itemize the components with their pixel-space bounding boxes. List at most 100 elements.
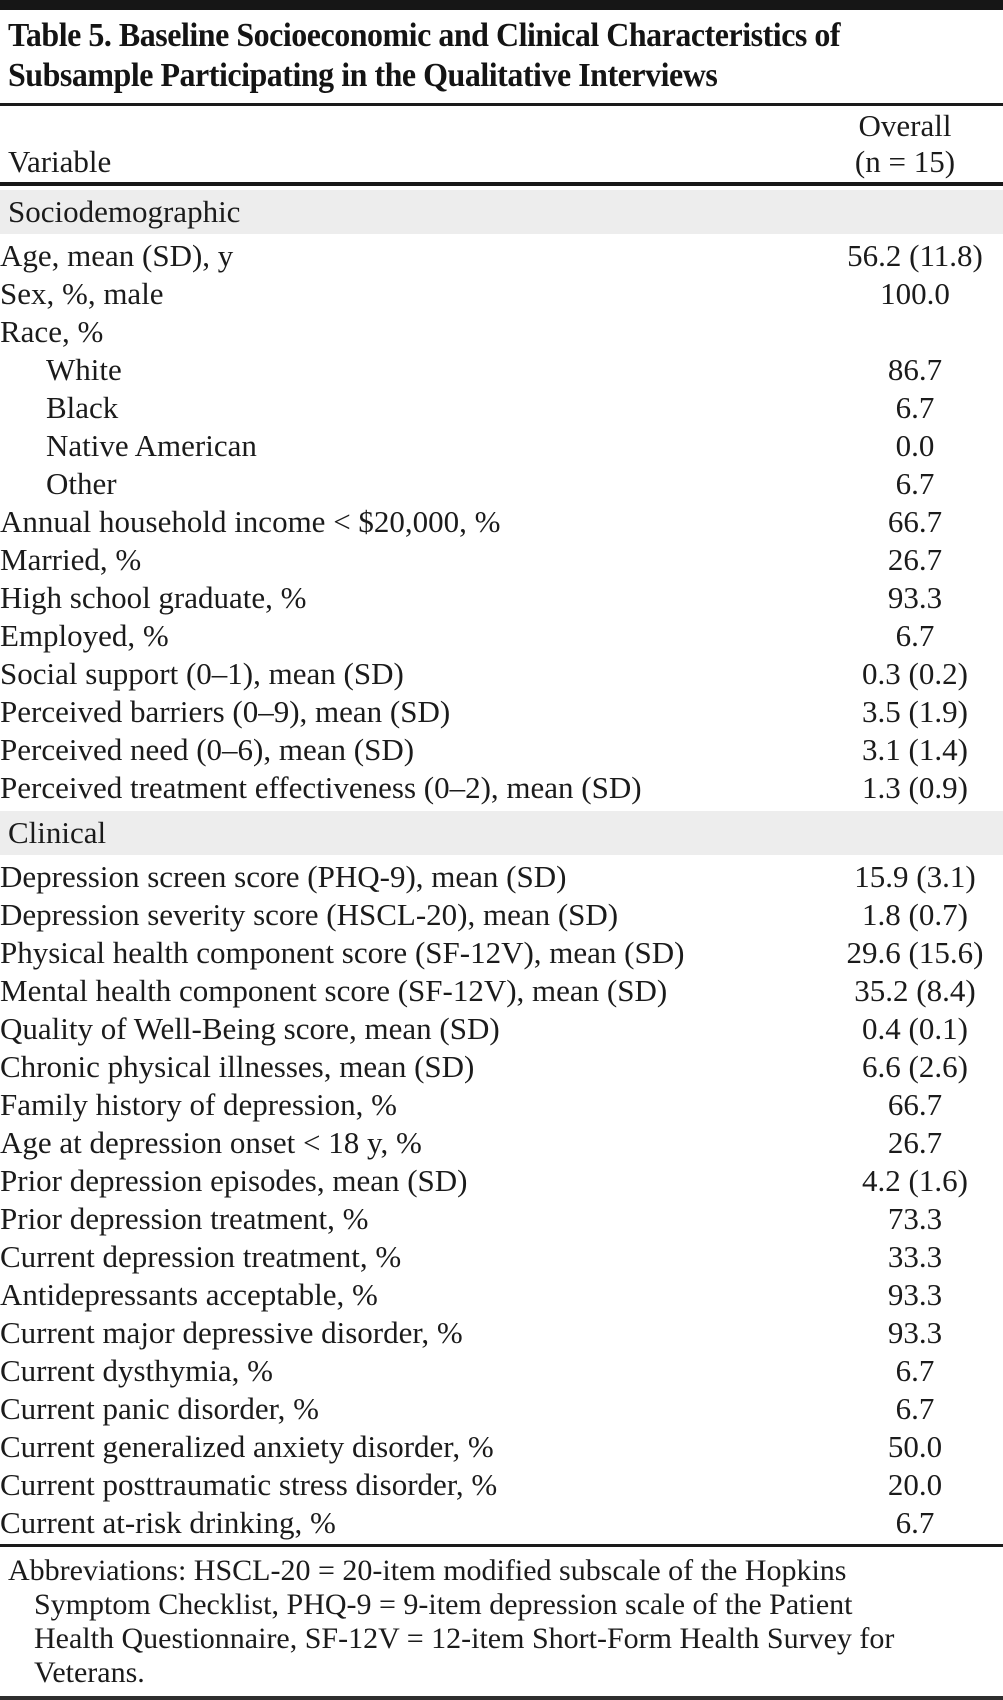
table-row: Perceived need (0–6), mean (SD) 3.1 (1.4): [0, 731, 1003, 769]
row-value: 66.7: [887, 1087, 943, 1122]
row-value: 3.1 (1.4): [862, 732, 968, 767]
row-value: 4.2 (1.6): [862, 1163, 968, 1198]
row-value: 93.3: [887, 580, 943, 615]
column-header-row: Variable Overall (n = 15): [0, 106, 1003, 182]
row-value: 66.7: [887, 504, 943, 539]
row-value: 1.3 (0.9): [862, 770, 968, 805]
table-row: Current major depressive disorder, % 93.3: [0, 1314, 1003, 1352]
row-value: 6.7: [895, 1353, 935, 1388]
row-label: Depression screen score (PHQ-9), mean (S…: [0, 859, 567, 894]
row-label: White: [46, 352, 122, 387]
table-row: Other 6.7: [0, 465, 1003, 503]
table-row: Physical health component score (SF-12V)…: [0, 934, 1003, 972]
title-divider-rule: [0, 103, 1003, 106]
table-row: Current posttraumatic stress disorder, %…: [0, 1466, 1003, 1504]
table-row: White 86.7: [0, 351, 1003, 389]
row-value: 93.3: [887, 1277, 943, 1312]
row-value: 1.8 (0.7): [862, 897, 968, 932]
table-title-line-2: Subsample Participating in the Qualitati…: [8, 57, 718, 94]
table-row: Race, %: [0, 313, 1003, 351]
row-label: Sex, %, male: [0, 276, 164, 311]
row-value: 26.7: [887, 542, 943, 577]
row-label: Race, %: [0, 314, 104, 349]
row-value: 56.2 (11.8): [847, 238, 983, 273]
row-value: 29.6 (15.6): [846, 935, 984, 970]
section-header-row: Clinical: [0, 807, 1003, 858]
table-row: Black 6.7: [0, 389, 1003, 427]
table-row: Social support (0–1), mean (SD) 0.3 (0.2): [0, 655, 1003, 693]
table-row: Married, % 26.7: [0, 541, 1003, 579]
table-row: Current generalized anxiety disorder, % 5…: [0, 1428, 1003, 1466]
row-label: Current dysthymia, %: [0, 1353, 273, 1388]
table-row: Current dysthymia, % 6.7: [0, 1352, 1003, 1390]
row-value: 0.0: [895, 428, 935, 463]
column-header-variable: Variable: [8, 144, 112, 179]
table-row: Native American 0.0: [0, 427, 1003, 465]
row-label: Black: [46, 390, 119, 425]
row-label: Current panic disorder, %: [0, 1391, 319, 1426]
row-value: 86.7: [887, 352, 943, 387]
table-row: Age, mean (SD), y 56.2 (11.8): [0, 236, 1003, 276]
row-label: Mental health component score (SF-12V), …: [0, 973, 668, 1008]
row-label: Employed, %: [0, 618, 169, 653]
row-label: Native American: [46, 428, 257, 463]
header-divider-rule: [0, 182, 1003, 186]
row-value: 6.7: [895, 1505, 935, 1540]
characteristics-table: Sociodemographic Age, mean (SD), y 56.2 (1…: [0, 186, 1003, 1542]
table-row: Perceived barriers (0–9), mean (SD) 3.5 (…: [0, 693, 1003, 731]
table-row: Employed, % 6.7: [0, 617, 1003, 655]
row-label: Age at depression onset < 18 y, %: [0, 1125, 422, 1160]
row-value: 6.6 (2.6): [862, 1049, 968, 1084]
table-title: Table 5. Baseline Socioeconomic and Clin…: [0, 10, 1003, 103]
row-label: Annual household income < $20,000, %: [0, 504, 501, 539]
row-label: Depression severity score (HSCL-20), mea…: [0, 897, 619, 932]
row-label: Current major depressive disorder, %: [0, 1315, 463, 1350]
row-label: Current at-risk drinking, %: [0, 1505, 336, 1540]
footnote-line: Symptom Checklist, PHQ-9 = 9-item depres…: [34, 1588, 853, 1621]
row-label: Quality of Well-Being score, mean (SD): [0, 1011, 500, 1046]
row-value: 3.5 (1.9): [862, 694, 968, 729]
table-title-line-1: Table 5. Baseline Socioeconomic and Clin…: [8, 17, 841, 54]
table-row: Age at depression onset < 18 y, % 26.7: [0, 1124, 1003, 1162]
row-value: 6.7: [895, 1391, 935, 1426]
row-label: Perceived treatment effectiveness (0–2),…: [0, 770, 642, 805]
row-value: 20.0: [887, 1467, 943, 1502]
row-label: Chronic physical illnesses, mean (SD): [0, 1049, 475, 1084]
table-row: Current at-risk drinking, % 6.7: [0, 1504, 1003, 1542]
table-body: Sociodemographic Age, mean (SD), y 56.2 (1…: [0, 186, 1003, 1542]
row-label: Prior depression episodes, mean (SD): [0, 1163, 468, 1198]
row-label: Other: [46, 466, 117, 501]
row-value: 50.0: [887, 1429, 943, 1464]
row-value: 93.3: [887, 1315, 943, 1350]
row-value: 6.7: [895, 618, 935, 653]
row-value: 6.7: [895, 390, 935, 425]
table-row: Mental health component score (SF-12V), …: [0, 972, 1003, 1010]
table-row: Current panic disorder, % 6.7: [0, 1390, 1003, 1428]
table-row: Annual household income < $20,000, % 66.7: [0, 503, 1003, 541]
row-value: 26.7: [887, 1125, 943, 1160]
row-label: High school graduate, %: [0, 580, 307, 615]
row-label: Perceived barriers (0–9), mean (SD): [0, 694, 451, 729]
footnote-divider-rule: [0, 1544, 1003, 1547]
section-header-row: Sociodemographic: [0, 186, 1003, 237]
row-label: Married, %: [0, 542, 142, 577]
footnote-line: Abbreviations: HSCL-20 = 20-item modifie…: [8, 1554, 847, 1587]
table-row: Sex, %, male 100.0: [0, 275, 1003, 313]
table-row: Perceived treatment effectiveness (0–2),…: [0, 769, 1003, 809]
row-label: Age, mean (SD), y: [0, 238, 234, 273]
abbreviations-footnote: Abbreviations: HSCL-20 = 20-item modifie…: [0, 1547, 1003, 1696]
row-label: Current depression treatment, %: [0, 1239, 402, 1274]
row-label: Prior depression treatment, %: [0, 1201, 369, 1236]
row-label: Family history of depression, %: [0, 1087, 397, 1122]
row-value: 15.9 (3.1): [854, 859, 976, 894]
row-value: [827, 313, 1003, 351]
table-row: Family history of depression, % 66.7: [0, 1086, 1003, 1124]
row-label: Social support (0–1), mean (SD): [0, 656, 404, 691]
table-row: Depression severity score (HSCL-20), mea…: [0, 896, 1003, 934]
row-label: Antidepressants acceptable, %: [0, 1277, 378, 1312]
row-label: Perceived need (0–6), mean (SD): [0, 732, 415, 767]
row-value: 100.0: [880, 276, 950, 311]
table-row: Quality of Well-Being score, mean (SD) 0.…: [0, 1010, 1003, 1048]
section-header-label: Clinical: [0, 807, 1003, 858]
